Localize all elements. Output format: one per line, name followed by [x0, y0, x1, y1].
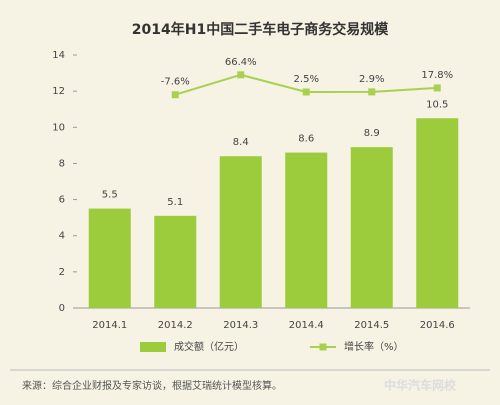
bar-label: 8.9 — [364, 128, 380, 139]
line-label: 17.8% — [421, 70, 453, 81]
line-label: 2.5% — [294, 74, 319, 85]
x-tick-label: 2014.2 — [158, 320, 193, 331]
line-marker — [237, 71, 245, 79]
bar — [350, 147, 393, 308]
line-marker — [368, 88, 376, 96]
bar — [416, 118, 459, 308]
watermark: 中华汽车网校 — [384, 378, 457, 393]
bar — [285, 152, 328, 308]
y-tick-label: 0 — [59, 303, 65, 314]
bar — [219, 156, 262, 308]
x-tick-label: 2014.5 — [354, 320, 389, 331]
line-marker — [433, 84, 441, 92]
y-tick-label: 2 — [59, 267, 65, 278]
line-label: 2.9% — [359, 74, 384, 85]
line-label: -7.6% — [161, 77, 190, 88]
x-tick-label: 2014.1 — [92, 320, 127, 331]
source: 来源：综合企业财报及专家访谈，根据艾瑞统计模型核算。 — [22, 379, 282, 392]
chart-title: 2014年H1中国二手车电子商务交易规模 — [132, 21, 389, 38]
bar-label: 8.6 — [298, 134, 314, 145]
bar-label: 10.5 — [426, 99, 448, 110]
legend-label: 增长率（%） — [344, 340, 404, 353]
bar-label: 5.1 — [167, 197, 183, 208]
bar-label: 8.4 — [233, 137, 249, 148]
legend-swatch — [319, 343, 327, 351]
y-tick-label: 8 — [59, 158, 65, 169]
legend-swatch — [140, 342, 166, 352]
bar-label: 5.5 — [102, 190, 118, 201]
y-tick-label: 14 — [52, 50, 65, 61]
line-label: 66.4% — [225, 57, 257, 68]
x-tick-label: 2014.4 — [289, 320, 324, 331]
x-tick-label: 2014.6 — [420, 320, 455, 331]
x-tick-label: 2014.3 — [223, 320, 258, 331]
y-tick-label: 4 — [59, 231, 65, 242]
y-tick-label: 10 — [52, 122, 65, 133]
y-tick-label: 12 — [52, 86, 65, 97]
line-marker — [171, 91, 179, 99]
bar — [88, 208, 131, 308]
bar — [154, 215, 197, 308]
legend-label: 成交额（亿元） — [174, 340, 244, 353]
line-marker — [302, 88, 310, 96]
y-tick-label: 6 — [59, 195, 65, 206]
